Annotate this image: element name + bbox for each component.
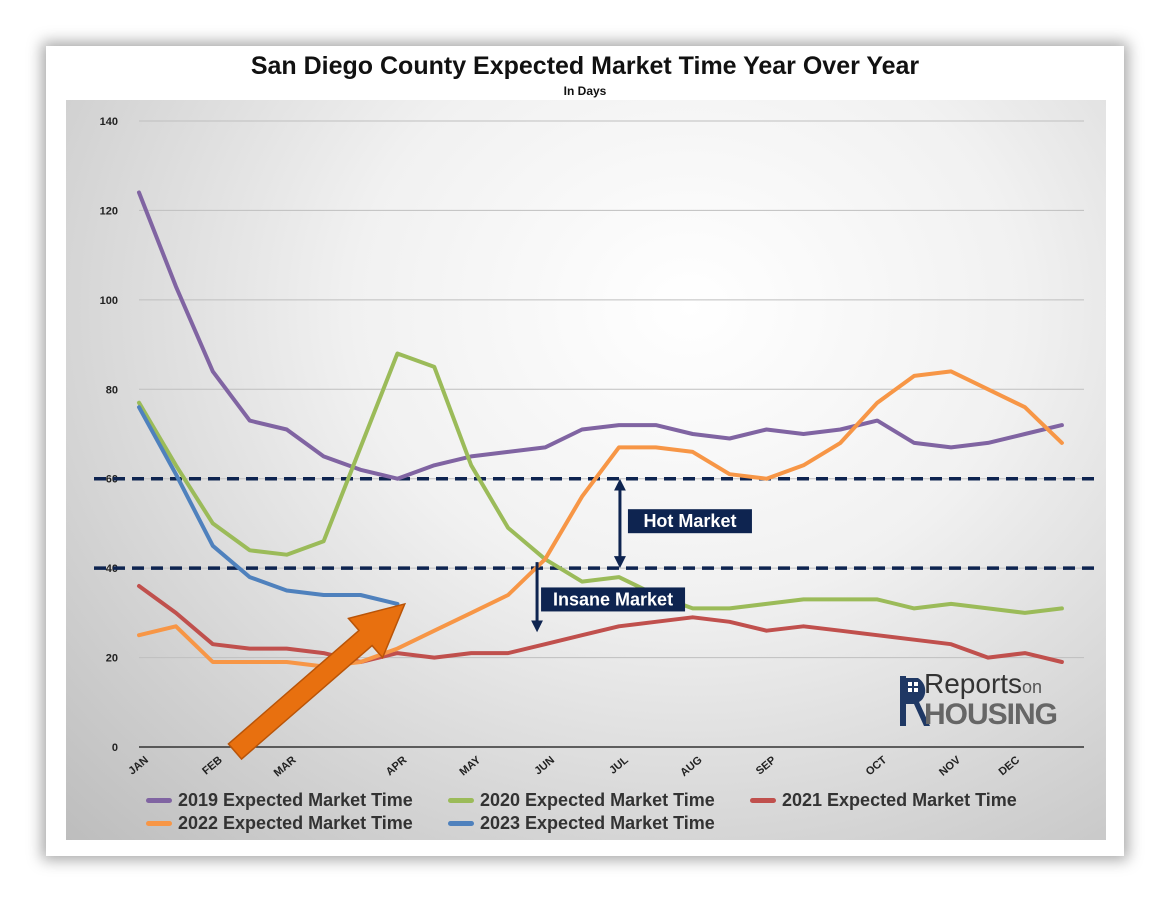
x-tick-label: AUG [678, 754, 704, 779]
x-tick-label: NOV [937, 754, 963, 779]
logo-building-icon [900, 676, 930, 726]
plot-background [66, 100, 1106, 840]
insane-market-label-box [541, 587, 686, 612]
x-tick-label: JUL [607, 754, 631, 777]
legend-item-0: 2019 Expected Market Time [146, 790, 413, 811]
x-tick-label: FEB [200, 754, 225, 777]
line-chart: 0 20 40 60 80 100 120 140 JAN FEB MAR APR MAY JUN JUL A… [94, 116, 1094, 779]
y-tick-label: 60 [106, 474, 118, 486]
legend-label: 2021 Expected Market Time [782, 790, 1017, 810]
hot-market-label: Hot Market [643, 511, 736, 531]
legend-swatch [146, 821, 172, 826]
chart-card: San Diego County Expected Market Time Ye… [46, 46, 1124, 856]
legend-item-4: 2023 Expected Market Time [448, 813, 715, 834]
legend-item-1: 2020 Expected Market Time [448, 790, 715, 811]
legend-swatch [750, 798, 776, 803]
logo-text-top: Reportson [924, 668, 1043, 699]
y-tick-label: 20 [106, 653, 118, 665]
growth-arrow-shape [227, 602, 407, 761]
x-tick-label: MAY [457, 754, 483, 779]
x-tick-label: OCT [864, 754, 890, 778]
y-tick-label: 40 [106, 563, 118, 575]
x-tick-label: JAN [126, 754, 151, 777]
y-tick-label: 120 [100, 205, 118, 217]
y-tick-label: 0 [112, 742, 118, 754]
legend-swatch [448, 821, 474, 826]
reports-on-housing-logo: Reportson HOUSING [894, 668, 1084, 734]
x-tick-label: APR [384, 754, 410, 778]
chart-title: San Diego County Expected Market Time Ye… [250, 52, 920, 80]
series-line-4 [137, 405, 400, 606]
legend-swatch [448, 798, 474, 803]
hot-market-label-box [627, 509, 752, 534]
series-line-2 [137, 584, 1064, 664]
chart-legend: 2019 Expected Market Time 2020 Expected M… [146, 786, 1046, 838]
y-tick-label: 80 [106, 384, 118, 396]
y-tick-label: 100 [100, 295, 118, 307]
legend-swatch [146, 798, 172, 803]
x-tick-label: JUN [532, 754, 557, 777]
legend-label: 2020 Expected Market Time [480, 790, 715, 810]
legend-item-2: 2021 Expected Market Time [750, 790, 1017, 811]
legend-label: 2023 Expected Market Time [480, 813, 715, 833]
insane-market-label: Insane Market [553, 589, 673, 609]
x-tick-label: SEP [754, 754, 779, 777]
series-line-1 [137, 351, 1064, 615]
legend-label: 2019 Expected Market Time [178, 790, 413, 810]
legend-label: 2022 Expected Market Time [178, 813, 413, 833]
legend-item-3: 2022 Expected Market Time [146, 813, 413, 834]
x-tick-label: DEC [997, 754, 1023, 778]
series-line-0 [137, 190, 1064, 481]
logo-text-bottom: HOUSING [924, 698, 1058, 731]
growth-arrow [227, 602, 407, 761]
chart-subtitle: In Days [563, 84, 607, 98]
series-line-3 [137, 369, 1064, 669]
y-tick-label: 140 [100, 116, 118, 128]
x-tick-label: MAR [272, 754, 299, 779]
